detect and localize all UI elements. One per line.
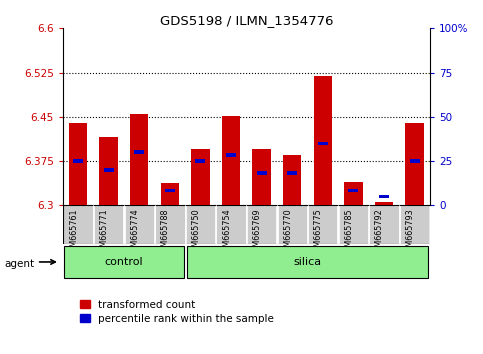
Bar (69, 123, 87, 205)
Bar (99, 137, 118, 205)
Bar (405, 123, 424, 205)
Bar (73, 159, 83, 163)
Bar (226, 153, 236, 157)
Bar (313, 75, 332, 205)
Title: GDS5198 / ILMN_1354776: GDS5198 / ILMN_1354776 (159, 14, 333, 27)
Text: GSM665769: GSM665769 (253, 209, 262, 257)
Bar (344, 182, 363, 205)
Bar (379, 195, 389, 198)
FancyBboxPatch shape (94, 205, 123, 244)
FancyBboxPatch shape (308, 205, 338, 244)
FancyBboxPatch shape (63, 205, 93, 244)
Text: GSM665754: GSM665754 (222, 209, 231, 257)
Text: agent: agent (5, 259, 35, 269)
FancyBboxPatch shape (400, 205, 429, 244)
Bar (64, 246, 184, 278)
Bar (256, 171, 267, 175)
Bar (410, 159, 420, 163)
Legend: transformed count, percentile rank within the sample: transformed count, percentile rank withi… (75, 296, 278, 328)
FancyBboxPatch shape (247, 205, 276, 244)
Bar (165, 189, 175, 192)
FancyBboxPatch shape (125, 205, 154, 244)
Bar (186, 246, 428, 278)
Text: GSM665770: GSM665770 (283, 209, 292, 257)
Bar (348, 189, 358, 192)
Bar (191, 149, 210, 205)
FancyBboxPatch shape (339, 205, 368, 244)
Bar (134, 150, 144, 154)
FancyBboxPatch shape (278, 205, 307, 244)
Bar (161, 183, 179, 205)
Text: GSM665750: GSM665750 (191, 209, 200, 257)
Bar (130, 114, 148, 205)
Text: GSM665788: GSM665788 (161, 209, 170, 257)
Text: control: control (105, 257, 143, 267)
FancyBboxPatch shape (369, 205, 398, 244)
Text: GSM665774: GSM665774 (130, 209, 139, 257)
Text: GSM665785: GSM665785 (344, 209, 354, 257)
Text: silica: silica (294, 257, 322, 267)
FancyBboxPatch shape (216, 205, 246, 244)
Bar (375, 202, 393, 205)
Bar (253, 149, 271, 205)
Bar (283, 155, 301, 205)
Bar (318, 142, 328, 145)
Text: GSM665792: GSM665792 (375, 209, 384, 257)
Text: GSM665793: GSM665793 (406, 209, 414, 257)
Text: GSM665775: GSM665775 (314, 209, 323, 257)
Bar (196, 159, 205, 163)
Bar (287, 171, 297, 175)
FancyBboxPatch shape (155, 205, 185, 244)
Text: GSM665761: GSM665761 (69, 209, 78, 257)
Bar (104, 168, 114, 172)
Bar (222, 116, 240, 205)
FancyBboxPatch shape (186, 205, 215, 244)
Text: GSM665771: GSM665771 (99, 209, 109, 257)
